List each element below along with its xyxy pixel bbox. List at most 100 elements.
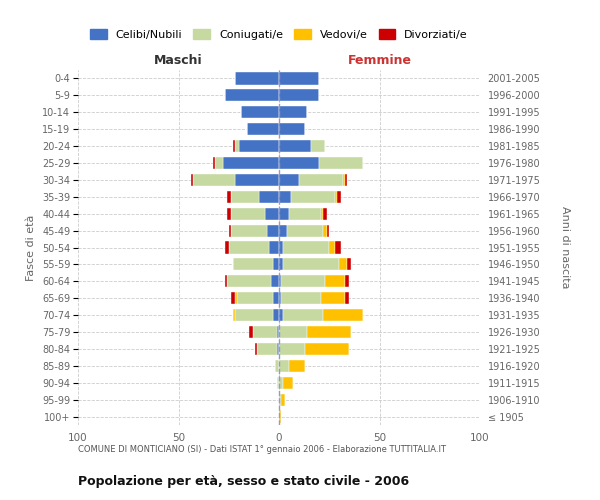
Bar (281, 394, 285, 406)
Bar (279, 376, 283, 389)
Bar (267, 224, 279, 236)
Bar (311, 140, 325, 152)
Text: Popolazione per età, sesso e stato civile - 2006: Popolazione per età, sesso e stato civil… (78, 475, 409, 488)
Text: Maschi: Maschi (154, 54, 203, 68)
Bar (279, 242, 283, 254)
Bar (291, 190, 335, 203)
Bar (225, 90, 279, 102)
Bar (225, 242, 229, 254)
Bar (253, 326, 277, 338)
Bar (241, 106, 279, 118)
Bar (233, 140, 235, 152)
Bar (346, 292, 349, 304)
Bar (279, 326, 307, 338)
Bar (259, 190, 279, 203)
Bar (279, 190, 291, 203)
Bar (283, 309, 323, 321)
Bar (193, 174, 235, 186)
Bar (273, 258, 279, 270)
Bar (227, 190, 231, 203)
Bar (212, 157, 215, 169)
Bar (279, 72, 319, 85)
Bar (235, 140, 239, 152)
Bar (233, 258, 273, 270)
Bar (287, 224, 323, 236)
Bar (279, 360, 289, 372)
Bar (277, 326, 279, 338)
Bar (325, 275, 346, 287)
Bar (279, 106, 307, 118)
Bar (321, 208, 323, 220)
Bar (279, 410, 281, 422)
Bar (231, 224, 267, 236)
Bar (346, 275, 349, 287)
Bar (227, 275, 271, 287)
Bar (279, 224, 287, 236)
Bar (229, 224, 231, 236)
Bar (323, 208, 327, 220)
Bar (255, 343, 257, 355)
Bar (279, 208, 289, 220)
Bar (337, 190, 341, 203)
Bar (281, 292, 321, 304)
Text: Femmine: Femmine (347, 54, 412, 68)
Bar (277, 376, 279, 389)
Y-axis label: Anni di nascita: Anni di nascita (560, 206, 570, 289)
Bar (283, 258, 340, 270)
Bar (329, 242, 335, 254)
Bar (235, 309, 273, 321)
Bar (279, 292, 281, 304)
Bar (327, 224, 329, 236)
Bar (279, 343, 305, 355)
Bar (239, 140, 279, 152)
Bar (335, 242, 341, 254)
Bar (305, 343, 349, 355)
Bar (231, 190, 259, 203)
Bar (249, 326, 253, 338)
Bar (277, 343, 279, 355)
Bar (231, 292, 235, 304)
Bar (343, 174, 346, 186)
Bar (273, 309, 279, 321)
Bar (233, 309, 235, 321)
Bar (279, 275, 281, 287)
Bar (279, 309, 283, 321)
Bar (299, 174, 343, 186)
Y-axis label: Fasce di età: Fasce di età (26, 214, 37, 280)
Bar (279, 157, 319, 169)
Bar (281, 275, 325, 287)
Bar (323, 309, 364, 321)
Bar (347, 258, 352, 270)
Bar (340, 258, 347, 270)
Bar (223, 157, 279, 169)
Bar (237, 292, 273, 304)
Bar (269, 242, 279, 254)
Text: COMUNE DI MONTICIANO (SI) - Dati ISTAT 1° gennaio 2006 - Elaborazione TUTTITALIA: COMUNE DI MONTICIANO (SI) - Dati ISTAT 1… (78, 445, 446, 454)
Bar (279, 258, 283, 270)
Bar (229, 242, 269, 254)
Bar (289, 360, 305, 372)
Bar (323, 224, 327, 236)
Bar (283, 376, 293, 389)
Bar (279, 90, 319, 102)
Bar (279, 140, 311, 152)
Legend: Celibi/Nubili, Coniugati/e, Vedovi/e, Divorziati/e: Celibi/Nubili, Coniugati/e, Vedovi/e, Di… (90, 29, 468, 40)
Bar (279, 123, 305, 136)
Bar (235, 72, 279, 85)
Bar (289, 208, 321, 220)
Bar (275, 360, 279, 372)
Bar (227, 208, 231, 220)
Bar (247, 123, 279, 136)
Bar (235, 174, 279, 186)
Bar (319, 157, 364, 169)
Bar (235, 292, 237, 304)
Bar (279, 394, 281, 406)
Bar (279, 174, 299, 186)
Bar (257, 343, 277, 355)
Bar (225, 275, 227, 287)
Bar (283, 242, 329, 254)
Bar (335, 190, 337, 203)
Bar (271, 275, 279, 287)
Bar (215, 157, 223, 169)
Bar (346, 174, 347, 186)
